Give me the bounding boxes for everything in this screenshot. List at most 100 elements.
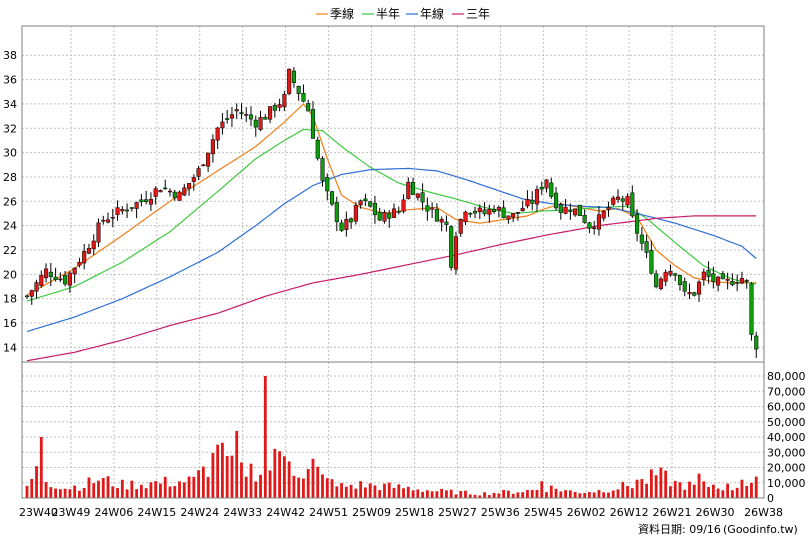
volume-bar [139,484,143,498]
candle-body [458,219,463,234]
volume-bar [225,455,229,498]
candle-body [96,222,101,243]
volume-bar [516,492,520,498]
volume-bar [649,469,653,498]
volume-bar [130,480,134,498]
volume-bar [235,430,239,498]
volume-bar [445,490,448,498]
x-tick-label: 26W12 [610,506,649,519]
candle-body [682,281,687,292]
candle-body [144,199,149,203]
volume-bar [297,477,301,498]
volume-bar [344,486,348,498]
candle-body [91,240,96,250]
x-tick-label: 25W36 [481,506,520,519]
candle-body [420,192,425,203]
ma-line [26,128,757,302]
volume-bar [716,488,720,498]
candle-body [744,280,749,282]
volume-bar [440,488,444,498]
candle-body [649,250,654,274]
candle-body [387,213,392,219]
candle-body [425,205,430,212]
candle-body [530,199,535,204]
candle-body [353,205,358,222]
candle-body [434,208,439,222]
candle-body [44,268,49,279]
volume-bar [373,485,377,498]
x-tick-label: 25W09 [352,506,391,519]
x-tick-label: 24W42 [266,506,305,519]
volume-bar [340,483,343,498]
volume-bar [483,492,486,498]
volume-bar [254,481,258,498]
volume-tick-label: 0 [767,492,774,505]
candle-body [86,247,92,254]
ma-line [26,215,757,362]
data-date: 資料日期: 09/16 [638,522,721,536]
candle-body [63,275,68,285]
volume-bar [106,476,110,498]
candle-body [225,118,230,120]
legend-3year: 三年 [466,7,490,21]
candle-body [248,114,254,120]
volume-bar [459,490,463,498]
volume-bar [135,489,139,498]
volume-bar [168,486,172,498]
candle-body [396,211,401,213]
volume-bar [216,444,220,498]
volume-bar [530,489,534,498]
candle-body [668,270,673,276]
candle-body [701,271,706,280]
candle-body [129,207,134,209]
candle-body [358,200,363,206]
candle-body [296,85,301,94]
volume-bar [697,473,701,498]
candle-body [125,209,130,212]
price-tick-label: 16 [3,317,17,330]
candle-body [496,207,501,211]
moving-averages [26,103,757,362]
candle-body [754,335,759,350]
volume-bar [78,490,81,498]
volume-bar [316,466,320,498]
candle-body [215,127,220,141]
candle-body [139,199,144,203]
legend-year: 年線 [420,6,444,21]
candle-body [515,212,520,214]
candle-body [67,272,72,286]
volume-bar [282,456,286,498]
volume-bar [602,492,606,498]
volume-bar [201,466,205,498]
x-tick-label: 24W15 [137,506,176,519]
volume-bar [430,491,434,498]
candle-body [244,114,249,116]
x-tick-label: 23W40 [19,506,58,519]
volume-bar [302,478,305,498]
volume-bar [559,491,563,498]
candle-body [177,191,182,201]
candle-body [449,226,454,268]
candle-body [234,109,239,112]
volume-bar [502,490,506,498]
candle-body [101,219,106,222]
legend-quarter: 季線 [330,6,354,21]
candle-body [439,219,444,223]
axes: 14 16 18 20 22 24 26 28 30 32 34 36 38 0 10,000 20,000 3… [3,49,806,519]
volume-bar [645,483,649,498]
price-tick-label: 24 [3,220,17,233]
volume-bar [692,484,696,498]
volume-bar [549,485,553,498]
candle-body [687,292,692,295]
volume-bar [311,458,315,498]
candle-body [430,207,435,210]
volume-tick-label: 70,000 [767,385,806,398]
candle-body [487,208,492,215]
candle-body [172,191,177,199]
candle-body [158,190,163,193]
volume-bar [607,492,610,498]
volume-bar [545,492,548,498]
volume-bar [416,489,420,498]
volume-tick-label: 30,000 [767,446,806,459]
